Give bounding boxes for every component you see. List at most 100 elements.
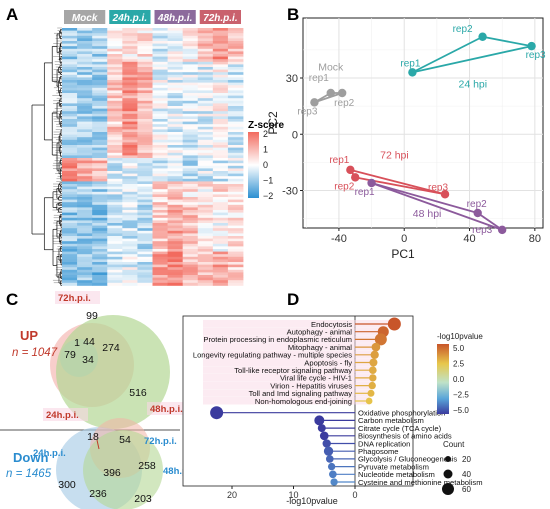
heatmap-cell	[62, 82, 78, 86]
heatmap-cell	[182, 87, 199, 91]
heatmap-cell	[107, 111, 123, 115]
heatmap-cell	[137, 116, 153, 120]
heatmap-cell	[197, 264, 214, 268]
heatmap-cell	[167, 56, 184, 60]
heatmap-cell	[152, 35, 168, 39]
heatmap-cell	[197, 165, 214, 169]
heatmap-cell	[92, 269, 108, 273]
enrichment-dot	[369, 366, 377, 375]
heatmap-cell	[62, 191, 78, 195]
pca-xtick-label: 80	[529, 233, 541, 245]
heatmap-cell	[77, 142, 93, 146]
heatmap-cell	[107, 230, 123, 234]
heatmap-cell	[77, 241, 93, 245]
heatmap-cell	[182, 139, 199, 143]
heatmap-cell	[227, 145, 244, 148]
heatmap-cell	[167, 134, 184, 138]
heatmap-cell	[182, 106, 199, 109]
heatmap-cell	[197, 202, 214, 206]
heatmap-cell	[182, 186, 199, 190]
group-header-1	[109, 10, 151, 24]
pca-point-label: rep3	[526, 50, 546, 61]
panel-c-venn: UP n = 1047 72h.p.i. 24h.p.i. 48h.p.i. 99 274 1…	[0, 291, 196, 509]
pca-series-name: 24 hpi	[458, 78, 487, 90]
heatmap-cell	[167, 186, 184, 190]
heatmap-cell	[182, 61, 199, 65]
heatmap-cell	[212, 155, 229, 159]
heatmap-cell	[77, 129, 93, 133]
heatmap-cell	[107, 246, 123, 250]
heatmap-cell	[197, 116, 214, 120]
heatmap-cell	[137, 98, 153, 102]
heatmap-cell	[137, 35, 153, 39]
heatmap-cell	[92, 202, 108, 206]
heatmap-cell	[107, 72, 123, 76]
heatmap-cell	[212, 129, 229, 133]
heatmap-cell	[122, 264, 138, 268]
enrichment-category-label: Mitophagy - animal	[288, 343, 352, 352]
heatmap-cell	[197, 186, 214, 190]
heatmap-cell	[227, 202, 244, 206]
heatmap-cell	[62, 121, 78, 125]
heatmap-cell	[167, 230, 184, 234]
heatmap-cell	[182, 54, 199, 57]
heatmap-cell	[182, 150, 199, 154]
heatmap-cell	[197, 210, 214, 213]
heatmap-cell	[92, 67, 108, 70]
heatmap-cell	[62, 186, 78, 190]
heatmap-cell	[107, 134, 123, 138]
heatmap-cell	[212, 243, 229, 247]
heatmap-cell	[212, 111, 229, 115]
venn-down-circle-48	[83, 430, 163, 509]
venn-up-set-name-bg	[147, 402, 192, 415]
heatmap-cell	[212, 106, 229, 109]
enrichment-category-label: Citrate cycle (TCA cycle)	[358, 424, 442, 433]
heatmap-cell	[152, 126, 168, 130]
heatmap-cell	[197, 168, 214, 172]
heatmap-cell	[212, 61, 229, 65]
pca-point-label: rep2	[467, 199, 487, 210]
heatmap-cell	[167, 82, 184, 86]
heatmap-cell	[107, 165, 123, 169]
heatmap-cell	[107, 189, 123, 193]
pca-ylabel: PC2	[266, 111, 280, 135]
heatmap-cell	[77, 238, 93, 242]
heatmap-cell	[167, 93, 184, 96]
enrichment-color-tick: 0.0	[453, 375, 465, 384]
heatmap-cell	[227, 90, 244, 94]
heatmap-cell	[92, 220, 108, 224]
heatmap-cell	[77, 30, 93, 34]
heatmap-cell	[62, 212, 78, 216]
heatmap-cell	[107, 249, 123, 252]
heatmap-cell	[92, 116, 108, 120]
heatmap-cell	[167, 87, 184, 91]
pca-connector	[314, 92, 343, 104]
heatmap-cell	[62, 197, 78, 200]
heatmap-cell	[197, 160, 214, 164]
heatmap-cell	[167, 43, 184, 47]
heatmap-cell	[92, 223, 108, 226]
venn-up-set-name: 24h.p.i.	[46, 410, 79, 421]
heatmap-cell	[77, 119, 93, 122]
heatmap-cell	[122, 238, 138, 242]
heatmap-cell	[182, 194, 199, 198]
heatmap-cell	[182, 85, 199, 89]
heatmap-cell	[107, 56, 123, 60]
heatmap-cell	[77, 199, 93, 203]
heatmap-cell	[137, 129, 153, 133]
group-header-3	[199, 10, 241, 24]
heatmap-cell	[212, 80, 229, 83]
zscore-colorbar	[248, 132, 259, 198]
heatmap-cell	[212, 236, 229, 239]
panel-letter-d: D	[287, 290, 299, 309]
heatmap-cell	[152, 139, 168, 143]
heatmap-cell	[122, 199, 138, 203]
heatmap-cell	[137, 223, 153, 226]
heatmap-cell	[137, 145, 153, 148]
heatmap-cell	[182, 204, 199, 208]
heatmap-cell	[77, 202, 93, 206]
heatmap-cell	[167, 176, 184, 180]
heatmap-cell	[122, 233, 138, 237]
heatmap-cell	[107, 132, 123, 135]
heatmap-cell	[182, 217, 199, 221]
